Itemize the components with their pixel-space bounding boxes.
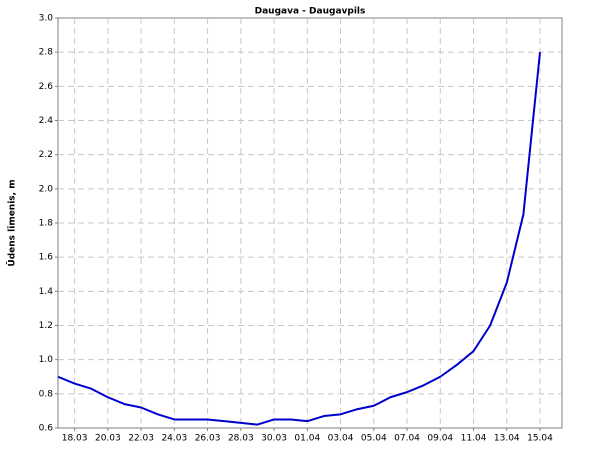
x-tick-label: 07.04 — [394, 434, 420, 444]
x-tick-label: 24.03 — [161, 434, 187, 444]
chart-title: Daugava - Daugavpils — [255, 7, 366, 17]
x-tick-label: 26.03 — [195, 434, 221, 444]
x-tick-label: 28.03 — [228, 434, 254, 444]
y-tick-label: 2.2 — [39, 150, 53, 160]
y-tick-label: 1.0 — [39, 355, 54, 365]
y-tick-label: 1.2 — [39, 321, 53, 331]
data-line — [57, 52, 541, 426]
x-tick-label: 01.04 — [294, 434, 320, 444]
x-tick-label: 11.04 — [461, 434, 487, 444]
y-tick-label: 3.0 — [39, 14, 54, 24]
x-tick-label: 13.04 — [494, 434, 520, 444]
x-tick-label: 18.03 — [62, 434, 88, 444]
y-tick-label: 1.8 — [39, 219, 54, 229]
x-tick-label: 22.03 — [128, 434, 154, 444]
x-tick-label: 09.04 — [427, 434, 453, 444]
y-tick-label: 1.4 — [39, 287, 54, 297]
x-tick-label: 05.04 — [361, 434, 387, 444]
x-tick-label: 30.03 — [261, 434, 287, 444]
y-tick-label: 2.6 — [39, 82, 54, 92]
y-tick-label: 0.8 — [39, 389, 54, 399]
y-tick-label: 2.8 — [39, 48, 54, 58]
y-tick-label: 0.6 — [39, 424, 54, 434]
y-tick-label: 2.0 — [39, 184, 54, 194]
y-axis-label: Ūdens līmenis, m — [7, 179, 18, 266]
x-tick-label: 03.04 — [328, 434, 354, 444]
x-tick-label: 20.03 — [95, 434, 121, 444]
x-tick-label: 15.04 — [527, 434, 553, 444]
y-tick-label: 1.6 — [39, 253, 54, 263]
y-tick-label: 2.4 — [39, 116, 54, 126]
